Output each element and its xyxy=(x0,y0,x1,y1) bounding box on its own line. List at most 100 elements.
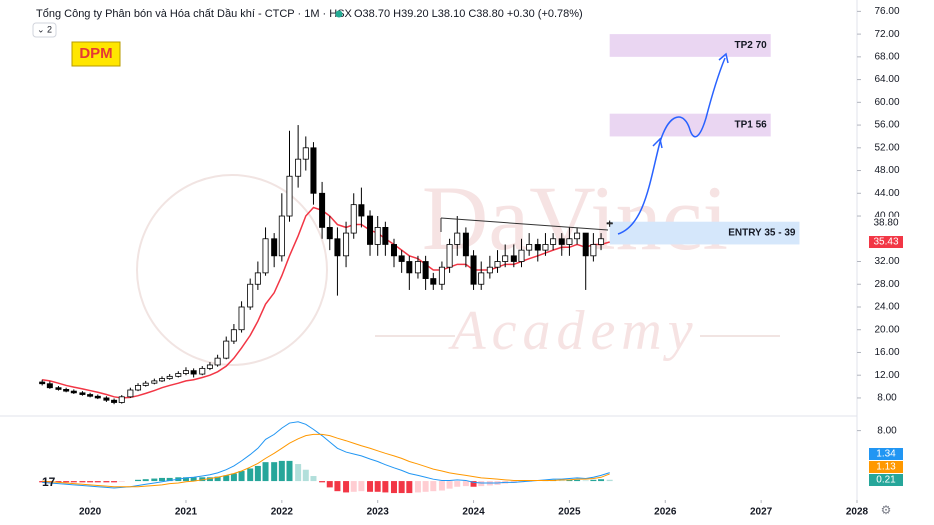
histogram-bar xyxy=(278,460,285,482)
histogram-bar xyxy=(55,481,62,483)
histogram-bar xyxy=(230,473,237,482)
histogram-bar xyxy=(302,469,309,482)
y-tick-label: 52.00 xyxy=(874,142,899,153)
histogram-bar xyxy=(470,481,477,487)
settings-icon[interactable]: ⚙ xyxy=(881,503,892,517)
candle-body xyxy=(278,215,285,257)
watermark: DaVinci Academy xyxy=(136,167,780,366)
histogram-bar xyxy=(223,475,230,482)
projection-arrow xyxy=(617,57,726,235)
histogram-bar xyxy=(326,481,333,488)
candle-body xyxy=(135,385,142,391)
y-tick-label: 60.00 xyxy=(874,97,899,108)
histogram-bar xyxy=(558,480,565,482)
indicator-count: 2 xyxy=(47,24,52,34)
zone-label: ENTRY 35 - 39 xyxy=(728,228,796,239)
histogram-bar xyxy=(390,481,397,494)
candle-body xyxy=(223,340,230,359)
histogram-bar xyxy=(94,481,101,483)
candle-body xyxy=(39,381,46,385)
candle-body xyxy=(334,238,341,257)
candle-body xyxy=(94,395,101,399)
candle-body xyxy=(295,158,302,177)
candle-body xyxy=(262,238,269,274)
histogram-bar xyxy=(199,477,206,482)
histogram-bar xyxy=(182,477,189,482)
candle-body xyxy=(127,389,134,398)
target-zone xyxy=(609,113,771,137)
trend-line xyxy=(440,217,609,231)
candle-body xyxy=(367,215,374,245)
zone-label: TP1 56 xyxy=(734,120,767,131)
candle-body xyxy=(302,147,309,160)
candle-body xyxy=(486,266,493,274)
price-tag-label: 1.34 xyxy=(876,449,896,460)
indicator-toggle[interactable] xyxy=(32,22,57,38)
histogram-bar xyxy=(295,464,302,482)
histogram-bar xyxy=(135,479,142,482)
candle-body xyxy=(590,244,597,257)
candle-body xyxy=(398,255,405,262)
y-tick-label: 40.00 xyxy=(874,211,899,222)
y-tick-label: 8.00 xyxy=(877,425,897,436)
moving-average xyxy=(42,206,610,399)
candle-body xyxy=(446,244,453,268)
x-tick-label: 2028 xyxy=(846,507,869,518)
target-zone xyxy=(609,34,771,57)
candle-body xyxy=(454,232,461,245)
candle-body xyxy=(286,175,293,217)
histogram-bar xyxy=(166,477,173,482)
candle-body xyxy=(574,232,581,240)
y-tick-label: 64.00 xyxy=(874,74,899,85)
candle-body xyxy=(319,192,326,228)
macd-line xyxy=(42,433,610,488)
x-tick-label: 2026 xyxy=(654,507,677,518)
x-tick-label: 2020 xyxy=(79,507,102,518)
histogram-bar xyxy=(247,468,254,482)
x-tick-label: 2024 xyxy=(462,507,485,518)
candle-body xyxy=(542,244,549,251)
y-tick-label: 76.00 xyxy=(874,6,899,17)
histogram-bar xyxy=(566,479,573,482)
candle-body xyxy=(478,272,485,285)
price-tag-label: 1.13 xyxy=(876,462,896,473)
candle-body xyxy=(534,244,541,251)
histogram-bar xyxy=(103,481,110,483)
histogram-bar xyxy=(590,479,597,482)
price-tag xyxy=(869,448,903,460)
candle-body xyxy=(462,232,469,257)
price-tag-label: 0.21 xyxy=(876,475,896,486)
histogram-bar xyxy=(39,481,46,483)
candle-body xyxy=(558,238,565,245)
y-tick-label: 16.00 xyxy=(874,347,899,358)
candle-body xyxy=(494,261,501,268)
x-tick-label: 2027 xyxy=(750,507,773,518)
histogram-bar xyxy=(382,481,389,493)
candle-body xyxy=(206,364,213,369)
candle-body xyxy=(118,396,125,403)
histogram-bar xyxy=(374,481,381,492)
candle-body xyxy=(406,261,413,274)
watermark-text: DaVinci xyxy=(422,167,728,269)
price-tag xyxy=(869,461,903,473)
candle-body xyxy=(502,255,509,262)
histogram-bar xyxy=(606,479,613,482)
indicator-toggle-icon: ⌄ xyxy=(37,24,45,34)
candle-body xyxy=(550,238,557,245)
histogram-bar xyxy=(254,465,261,482)
histogram-bar xyxy=(454,481,461,487)
histogram-bar xyxy=(406,481,413,494)
y-tick-label: 20.00 xyxy=(874,324,899,335)
histogram-bar xyxy=(151,478,158,482)
histogram-bar xyxy=(238,470,245,482)
histogram-bar xyxy=(422,481,429,492)
histogram-bar xyxy=(334,481,341,492)
tv-logo: 17 xyxy=(42,475,56,489)
histogram-bar xyxy=(111,481,118,483)
histogram-bar xyxy=(70,481,77,483)
candle-body xyxy=(390,244,397,257)
histogram-bar xyxy=(262,462,269,482)
header-title: Tổng Công ty Phân bón và Hóa chất Dầu kh… xyxy=(36,8,353,20)
arrow-head xyxy=(718,52,729,64)
